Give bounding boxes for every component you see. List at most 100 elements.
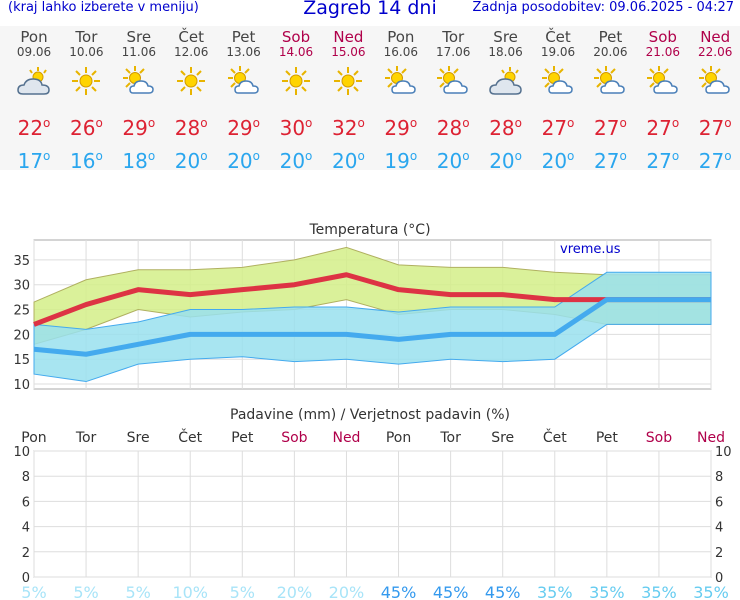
min-temperature: 20o [279,149,313,173]
max-temperature: 27o [698,116,732,140]
day-date: 14.06 [278,45,314,59]
y-tick-label: 35 [13,254,30,269]
y-tick-label-right: 8 [715,470,723,485]
min-temperature: 20o [541,149,575,173]
sun-icon [322,64,374,104]
max-temperature: 26o [69,116,103,140]
min-temperature: 19o [384,149,418,173]
day-name: Ned [333,28,364,46]
day-column: Pet 13.06 29o 20o [218,28,270,174]
day-column: Ned 22.06 27o 27o [689,28,740,174]
plot-area [33,450,712,578]
day-date: 22.06 [698,45,733,59]
probability-label: 35% [693,583,729,600]
sun-icon [270,64,322,104]
precipitation-chart: Padavine (mm) / Verjetnost padavin (%) Po… [13,407,731,600]
day-date: 12.06 [174,45,209,59]
probability-label: 45% [433,583,469,600]
x-day-label: Čet [543,428,567,446]
sun-cloud-icon [427,64,479,104]
day-name: Pon [387,28,415,46]
min-temperature: 18o [122,149,156,173]
min-temperature: 20o [436,149,470,173]
day-date: 16.06 [383,45,418,59]
min-temperature: 27o [698,149,732,173]
y-tick-label: 2 [22,546,30,561]
day-date: 11.06 [121,45,156,59]
probability-label: 5% [73,583,98,600]
day-name: Ned [700,28,731,46]
sun-icon [60,64,112,104]
probability-label: 35% [589,583,625,600]
min-range-band [33,271,712,383]
y-tick-label: 0 [22,571,30,586]
y-tick-label-right: 0 [715,571,723,586]
sun-cloud-icon [113,64,165,104]
chart-title: Padavine (mm) / Verjetnost padavin (%) [230,407,510,423]
sun-cloud-icon [637,64,689,104]
sun-cloud-icon [584,64,636,104]
probability-label: 35% [641,583,677,600]
day-date: 09.06 [16,45,52,59]
last-updated: Zadnja posodobitev: 09.06.2025 - 04:27 [472,0,734,15]
day-date: 10.06 [69,45,104,59]
max-temperature: 28o [489,116,522,140]
max-temperature: 30o [279,116,313,140]
day-column: Čet 12.06 28o 20o [165,28,217,174]
x-day-label: Sob [281,430,307,446]
max-temperature-line [33,272,711,327]
sun-cloud-icon [689,64,740,104]
day-column: Sre 18.06 28o 20o [480,28,532,174]
day-column: Pet 20.06 27o 27o [584,28,636,174]
y-tick-label: 10 [13,378,30,393]
sun-cloud-icon [375,64,427,104]
day-name: Pet [598,28,623,46]
probability-label: 5% [125,583,150,600]
chart-title: Temperatura (°C) [308,222,430,238]
day-date: 20.06 [593,45,628,59]
day-column: Tor 10.06 26o 16o [60,28,112,174]
min-temperature: 20o [174,149,208,173]
daily-forecast-strip [0,26,740,170]
x-day-label: Čet [178,428,202,446]
y-tick-label: 15 [13,353,30,368]
day-name: Sob [648,28,677,46]
y-tick-label: 20 [13,328,30,343]
probability-label: 10% [172,583,208,600]
probability-label: 45% [381,583,417,600]
max-temperature: 27o [541,116,575,140]
sun-icon [165,64,217,104]
y-tick-label-right: 4 [715,521,723,536]
day-name: Tor [75,28,98,46]
max-temperature: 32o [331,116,365,140]
sun-cloud-icon [532,64,584,104]
sun-cloud-icon [218,64,270,104]
day-name: Sob [281,28,311,46]
min-temperature: 17o [17,149,51,173]
x-day-label: Pon [386,430,411,446]
day-date: 15.06 [331,45,366,59]
day-date: 18.06 [488,45,523,59]
day-column: Sob 14.06 30o 20o [270,28,322,174]
min-temperature: 20o [489,149,522,173]
min-temperature-line [33,297,711,357]
max-temperature: 29o [122,116,156,140]
day-column: Pon 09.06 22o 17o [8,28,60,174]
menu-hint: (kraj lahko izberete v meniju) [8,0,199,15]
max-temperature: 28o [174,116,208,140]
day-name: Sre [493,28,518,46]
min-temperature: 16o [69,149,103,173]
y-tick-label: 6 [22,495,30,510]
probability-label: 5% [21,583,46,600]
x-day-label: Pet [231,430,254,446]
min-temperature: 20o [331,149,365,173]
y-tick-label: 4 [22,521,30,536]
y-tick-label-right: 2 [715,546,723,561]
page-title: Zagreb 14 dni [303,0,437,19]
day-column: Sre 11.06 29o 18o [113,28,165,174]
probability-label: 20% [329,583,365,600]
day-column: Pon 16.06 29o 19o [375,28,427,174]
partly-cloudy-icon [8,64,60,104]
day-name: Sre [126,28,152,46]
day-date: 21.06 [645,45,680,59]
